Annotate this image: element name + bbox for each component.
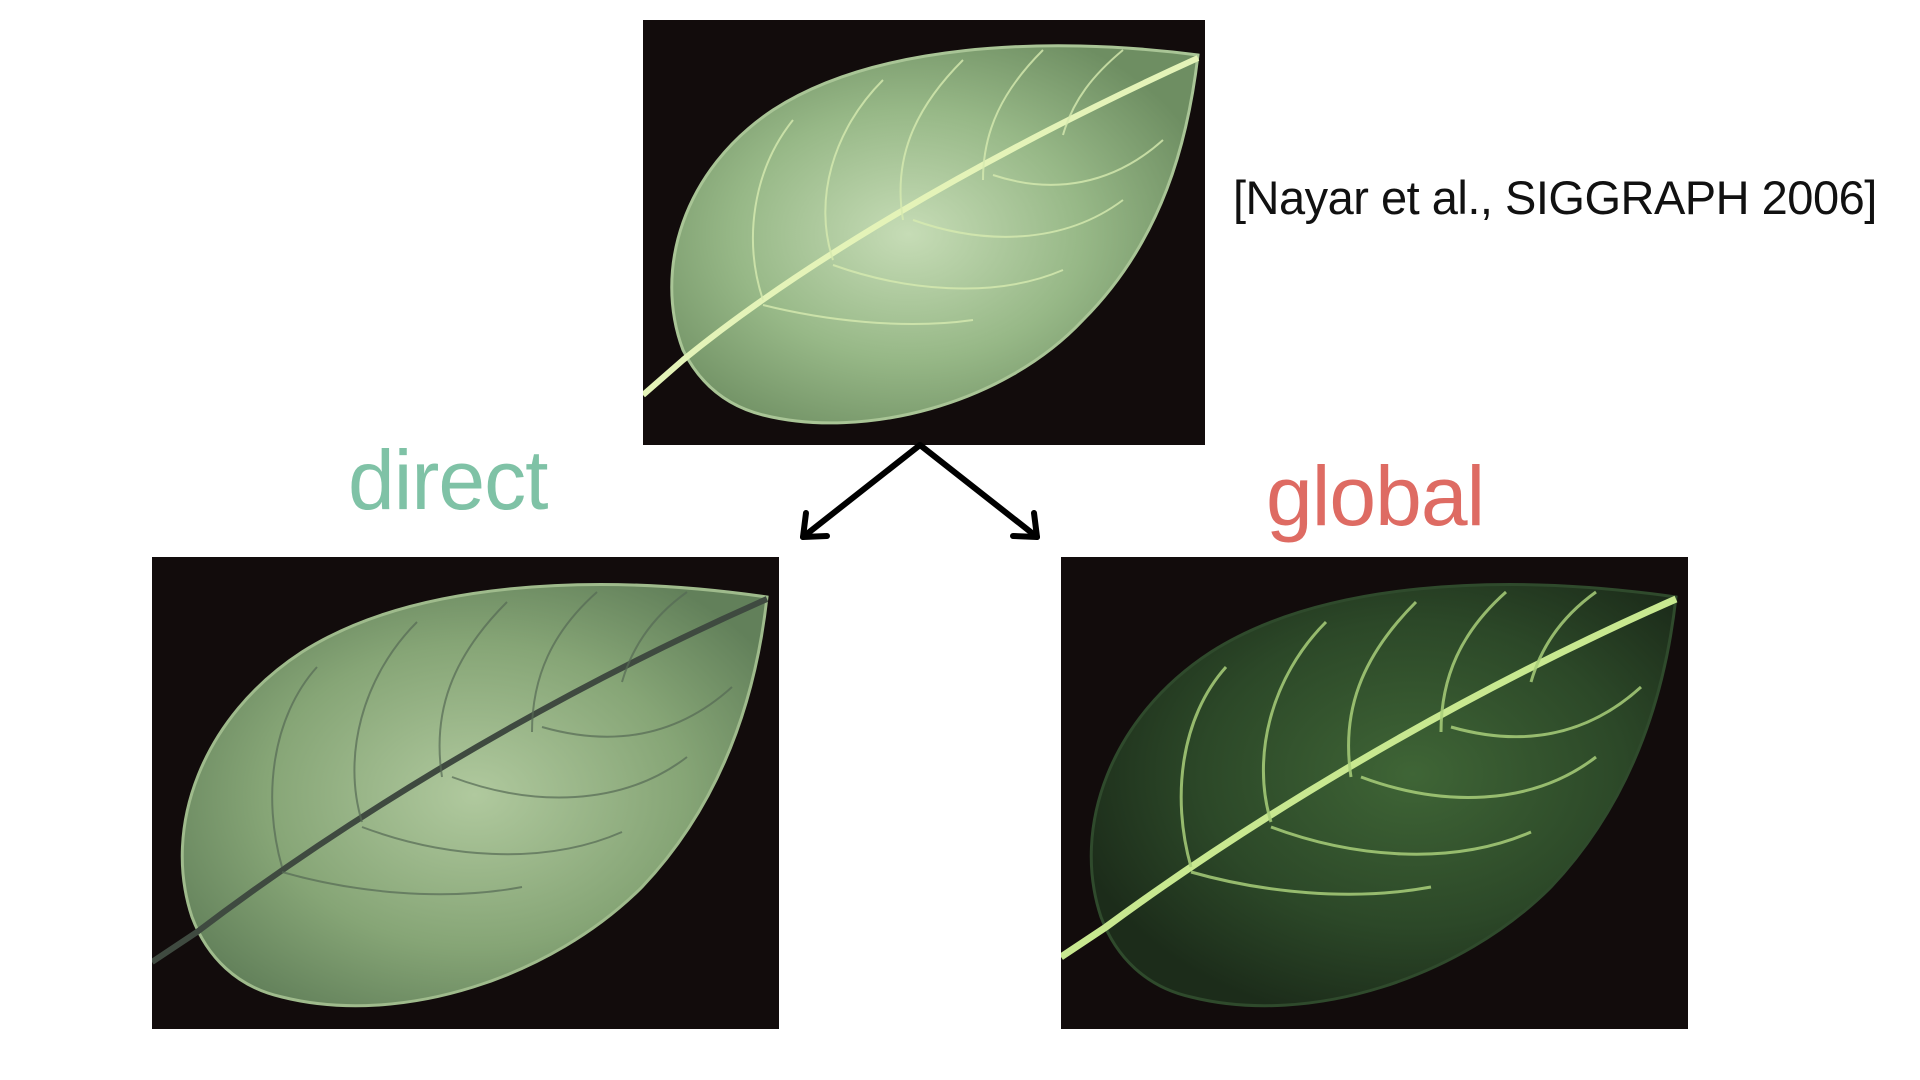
global-label: global xyxy=(1266,449,1485,543)
direct-label: direct xyxy=(348,433,548,527)
leaf-photo-global-component xyxy=(1061,557,1688,1029)
leaf-illustration-full xyxy=(643,20,1205,445)
leaf-illustration-global xyxy=(1061,557,1688,1029)
arrow-to-direct-head xyxy=(800,510,830,540)
citation-text: [Nayar et al., SIGGRAPH 2006] xyxy=(1233,171,1877,224)
arrow-to-global-head xyxy=(1010,510,1040,540)
leaf-photo-full xyxy=(643,20,1205,445)
arrow-to-global xyxy=(917,442,1040,540)
split-arrows xyxy=(800,442,1040,540)
leaf-illustration-direct xyxy=(152,557,779,1029)
leaf-photo-direct-component xyxy=(152,557,779,1029)
arrow-to-direct xyxy=(800,442,923,540)
